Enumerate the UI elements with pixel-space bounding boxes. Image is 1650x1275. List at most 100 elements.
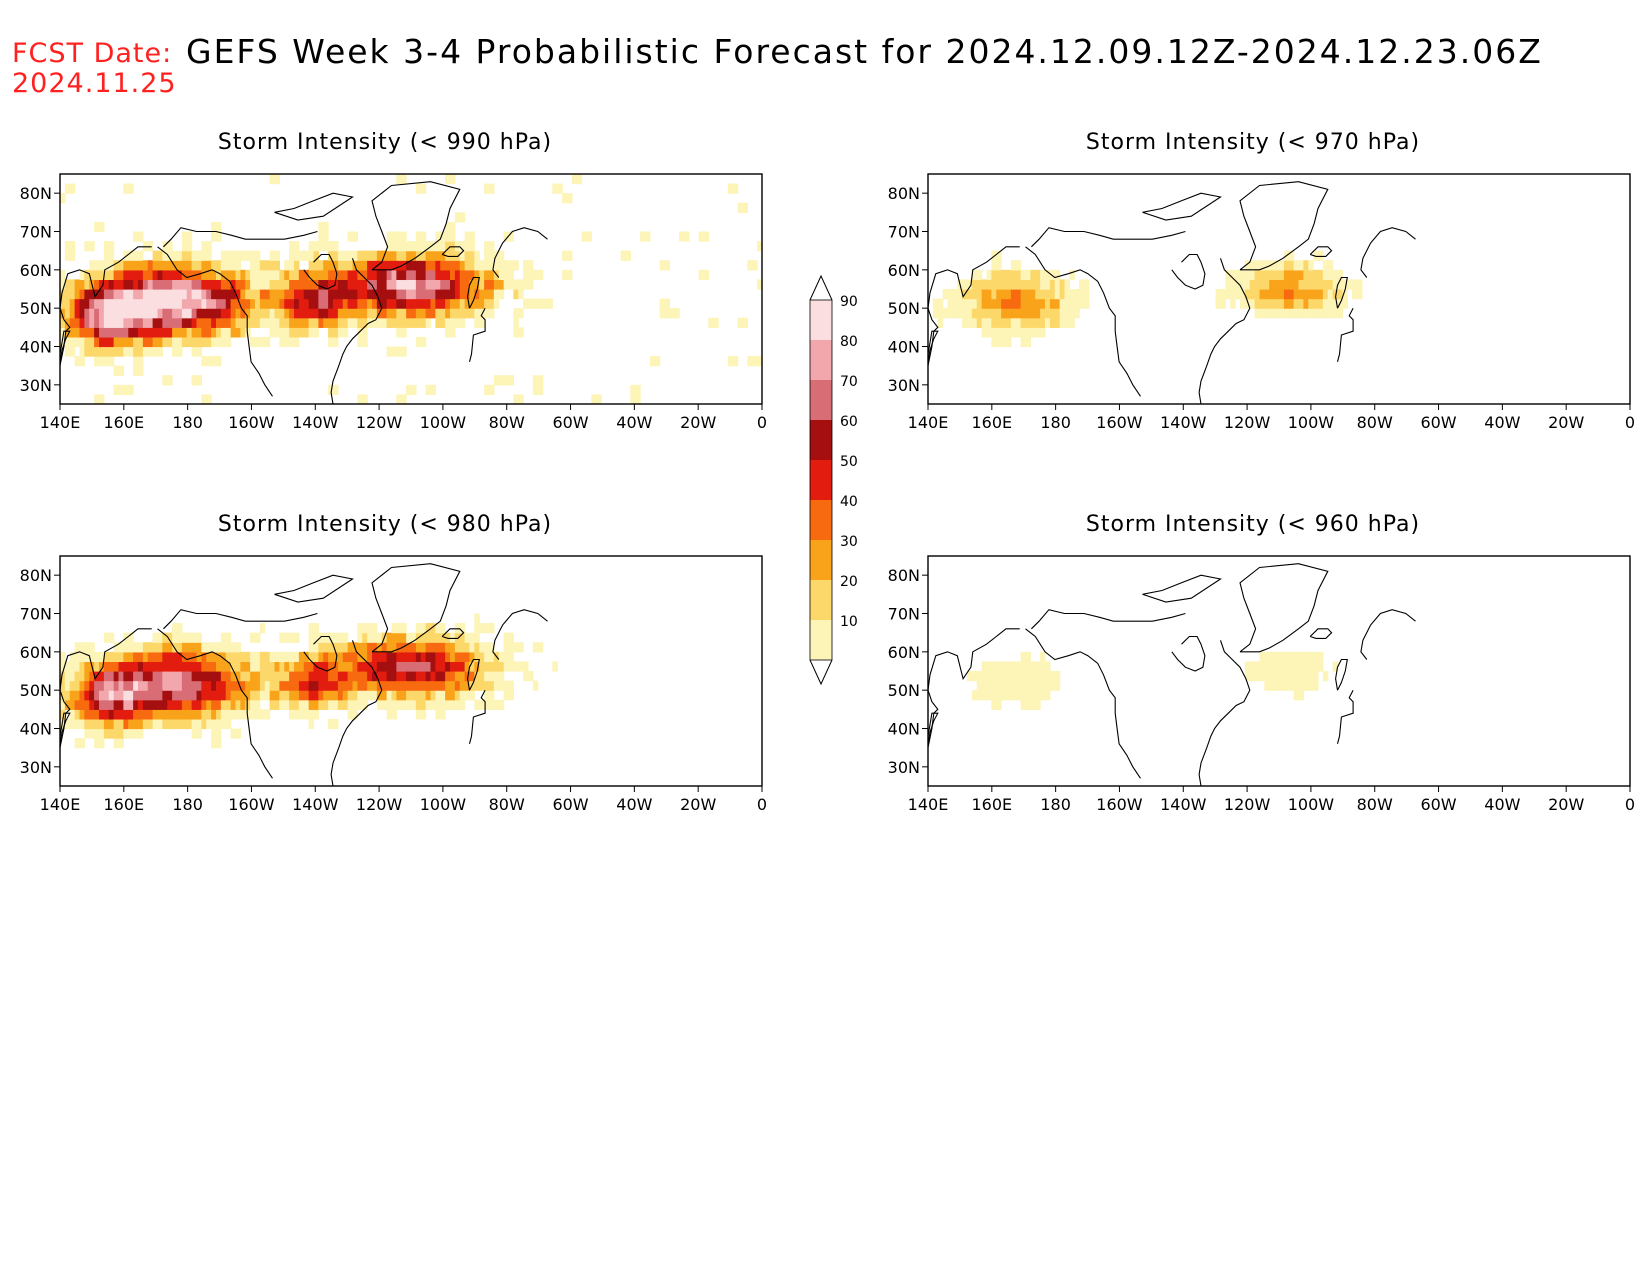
- probability-cell: [172, 327, 178, 338]
- probability-cell: [469, 260, 475, 271]
- probability-cell: [157, 289, 163, 300]
- probability-cell: [99, 260, 105, 271]
- probability-cell: [396, 671, 402, 682]
- probability-cell: [211, 221, 217, 233]
- probability-cell: [108, 680, 115, 691]
- probability-cell: [147, 680, 154, 691]
- y-tick-label: 50N: [20, 299, 52, 318]
- probability-cell: [1010, 690, 1017, 701]
- probability-cell: [191, 671, 198, 682]
- probability-cell: [298, 250, 305, 261]
- probability-cell: [328, 718, 334, 730]
- probability-cell: [440, 651, 446, 663]
- probability-cell: [986, 308, 992, 319]
- probability-cell: [225, 336, 232, 348]
- page-title: GEFS Week 3-4 Probabilistic Forecast for…: [186, 32, 1543, 71]
- probability-cell: [323, 231, 329, 242]
- probability-cell: [79, 671, 85, 682]
- y-tick-label: 30N: [20, 376, 52, 395]
- coastlines: [928, 563, 1416, 786]
- probability-cell: [391, 661, 397, 672]
- probability-cell: [279, 289, 285, 300]
- probability-cell: [118, 327, 124, 338]
- probability-cell: [298, 279, 305, 290]
- probability-cell: [1303, 298, 1309, 309]
- probability-cell: [1079, 279, 1085, 290]
- probability-cell: [464, 269, 471, 281]
- probability-cell: [1064, 308, 1070, 319]
- probability-cell: [220, 661, 227, 672]
- y-tick-label: 40N: [888, 338, 920, 357]
- probability-cell: [396, 651, 402, 663]
- probability-cell: [357, 308, 363, 319]
- probability-cell: [157, 317, 163, 328]
- probability-cell: [518, 279, 524, 290]
- probability-cell: [206, 298, 212, 309]
- probability-cell: [425, 690, 432, 701]
- probability-cell: [1015, 308, 1022, 319]
- probability-cell: [459, 212, 466, 223]
- probability-cell: [1322, 260, 1329, 271]
- probability-cell: [523, 298, 529, 309]
- probability-cell: [152, 260, 159, 271]
- probability-cell: [342, 690, 349, 701]
- probability-cell: [138, 260, 144, 271]
- probability-cell: [133, 671, 139, 682]
- probability-cell: [181, 327, 188, 338]
- probability-cell: [196, 289, 202, 300]
- probability-cell: [1025, 680, 1031, 691]
- probability-cell: [142, 690, 149, 701]
- probability-cell: [138, 356, 144, 367]
- probability-cell: [94, 221, 100, 233]
- probability-cell: [313, 690, 319, 701]
- probability-cell: [211, 336, 217, 348]
- probability-cell: [1283, 298, 1290, 309]
- probability-cell: [1269, 651, 1275, 663]
- probability-cell: [201, 680, 207, 691]
- probability-cell: [303, 298, 310, 309]
- probability-cell: [289, 298, 295, 309]
- probability-cell: [489, 671, 495, 682]
- probability-cell: [79, 738, 85, 749]
- probability-cell: [255, 308, 261, 319]
- coastline: [1025, 246, 1141, 397]
- probability-cell: [133, 709, 139, 720]
- probability-cell: [264, 671, 271, 682]
- probability-cell: [1283, 671, 1290, 682]
- probability-cell: [279, 671, 285, 682]
- probability-cell: [259, 623, 266, 634]
- probability-cell: [60, 709, 66, 720]
- probability-cell: [337, 661, 344, 672]
- probability-cell: [259, 317, 266, 328]
- probability-cell: [211, 699, 217, 710]
- probability-cell: [747, 356, 753, 367]
- probability-cell: [445, 690, 451, 701]
- probability-cell: [162, 642, 168, 653]
- probability-cell: [245, 661, 251, 672]
- probability-cell: [445, 327, 451, 338]
- probability-cell: [99, 308, 105, 319]
- probability-cell: [103, 308, 110, 319]
- probability-cell: [1030, 298, 1036, 309]
- probability-cell: [245, 699, 251, 710]
- colorbar-segment: [810, 380, 832, 420]
- probability-cell: [991, 327, 997, 338]
- probability-cell: [479, 317, 485, 328]
- probability-cell: [255, 260, 261, 271]
- probability-cell: [401, 661, 407, 672]
- probability-cell: [1054, 279, 1061, 290]
- probability-cell: [396, 642, 402, 653]
- probability-cell: [1298, 269, 1304, 281]
- probability-cell: [391, 690, 397, 701]
- probability-cell: [1049, 317, 1056, 328]
- probability-cell: [167, 642, 173, 653]
- probability-cell: [196, 298, 202, 309]
- probability-cell: [523, 671, 529, 682]
- probability-cell: [172, 709, 178, 720]
- probability-cell: [211, 260, 217, 271]
- probability-cell: [191, 289, 198, 300]
- probability-cell: [1254, 269, 1261, 281]
- probability-cell: [479, 680, 485, 691]
- probability-cell: [259, 308, 266, 319]
- probability-cell: [503, 632, 510, 643]
